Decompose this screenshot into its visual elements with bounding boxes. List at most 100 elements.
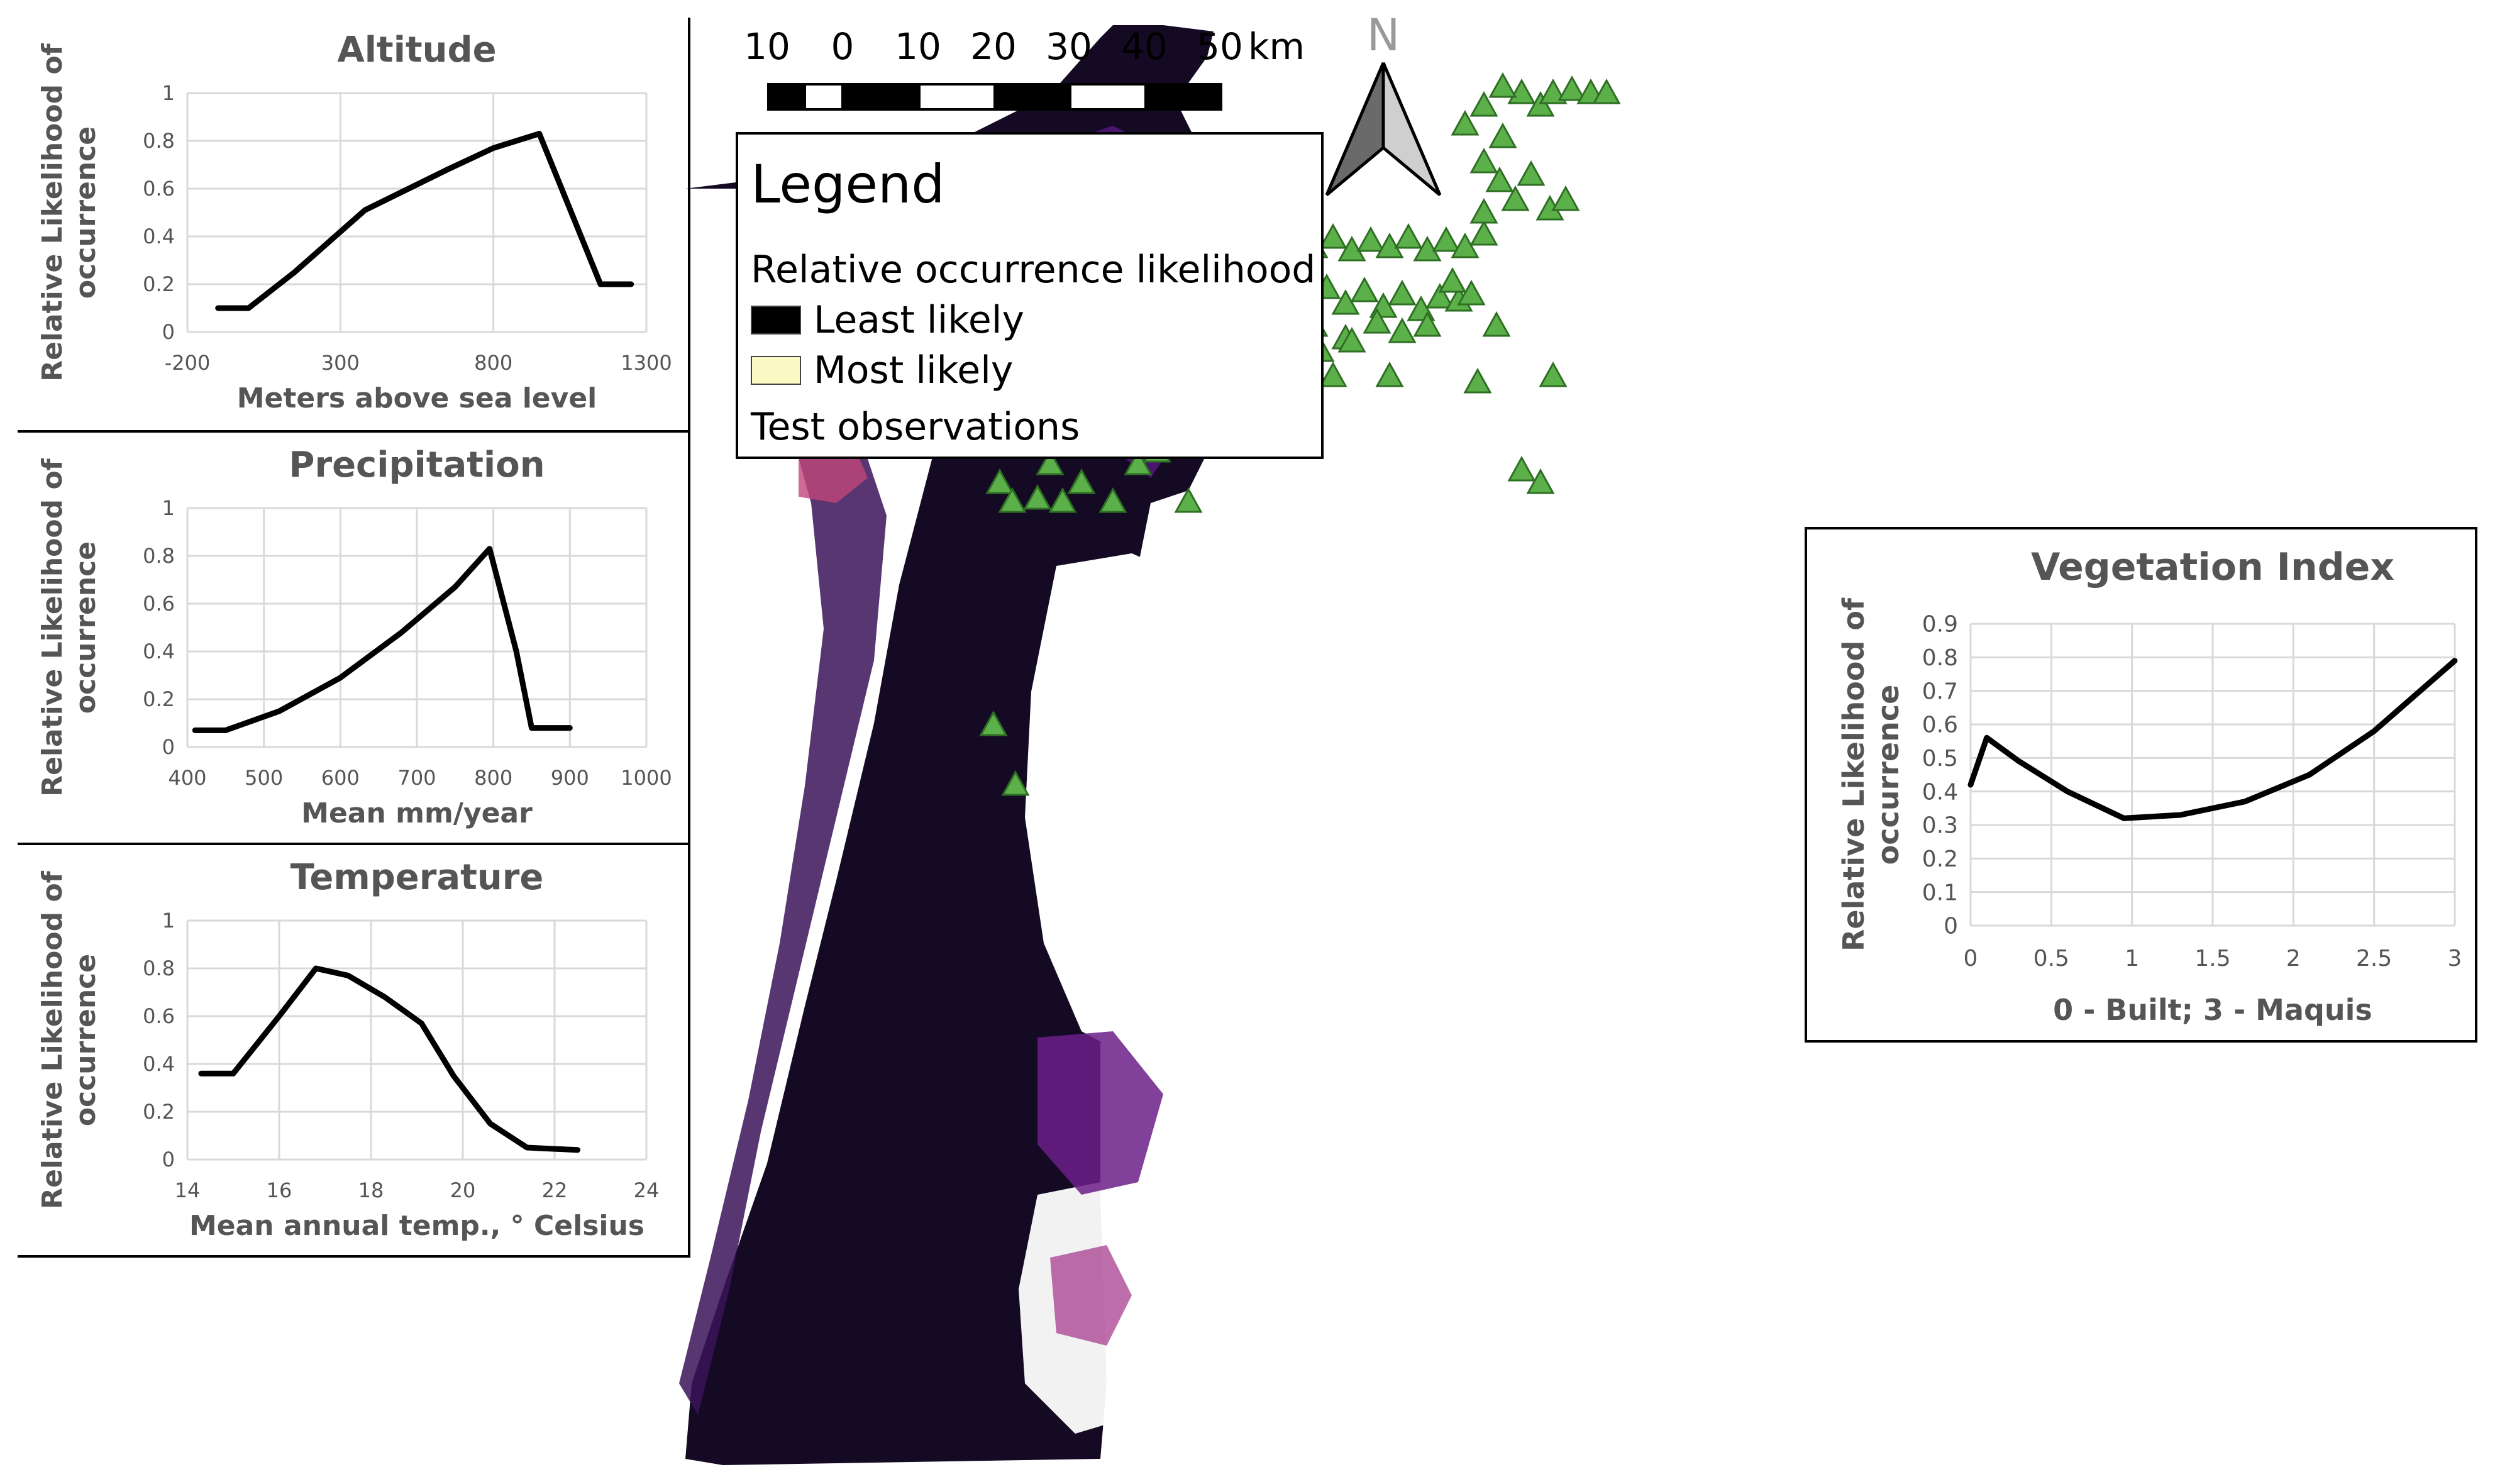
test-observation-marker [1363,307,1391,334]
x-tick-label: 14 [175,1178,201,1202]
test-observation-marker [1457,279,1486,306]
y-tick-label: 0.9 [1922,612,1958,638]
y-tick-label: 0.2 [143,687,175,711]
y-tick-label: 1 [162,81,175,105]
test-observation-marker [1067,468,1096,494]
test-observation-marker [1469,147,1498,174]
test-observation-marker [1488,122,1517,148]
y-axis-title: occurrence [1871,685,1905,865]
y-tick-label: 0.8 [143,544,175,568]
legend-swatch-least [751,306,801,335]
x-tick-label: 16 [267,1178,292,1202]
test-observation-marker [1388,279,1417,306]
north-label: N [1367,13,1400,61]
x-tick-label: 1300 [621,351,672,375]
test-observation-marker [1331,289,1360,315]
test-observation-marker [1526,468,1555,494]
map-region-nodata [1025,553,1251,1069]
y-tick-label: 0 [1944,914,1958,939]
map-region-purple-west [679,390,887,1415]
test-observation-marker [1539,78,1568,104]
test-observation-marker [1432,226,1461,252]
test-observation-marker [1517,160,1546,186]
x-tick-label: 1000 [621,766,672,790]
y-tick-label: 1 [162,909,175,933]
scale-segment [841,83,921,111]
map-legend: Legend Relative occurrence likelihood Le… [736,132,1324,459]
test-observation-marker [1001,770,1030,796]
scale-segment [918,83,996,111]
y-tick-label: 0.7 [1922,678,1958,704]
test-observation-marker [1451,109,1480,136]
x-axis-title: Mean mm/year [301,797,533,829]
chart-title: Altitude [337,30,496,70]
test-observation-marker [1557,75,1586,101]
y-axis-title: Relative Likelihood of [36,43,69,381]
chart-title: Precipitation [289,445,545,485]
scale-label-1: 0 [831,25,855,68]
test-observation-marker [1463,367,1492,394]
x-tick-label: 2.5 [2356,946,2392,972]
y-tick-label: 0.2 [1922,846,1958,872]
vegetation-chart-panel: Vegetation Index 0 0.1 0.2 0.3 0.4 0.5 0.6 0.7 0.… [1805,527,2477,1043]
y-tick-label: 0.4 [143,640,175,663]
y-axis-title: Relative Likelihood of [36,870,69,1209]
north-arrow-icon: N [1325,13,1442,196]
test-observation-marker [1592,78,1621,104]
x-tick-label: 400 [168,766,206,790]
scale-segment [993,83,1071,111]
y-tick-label: 0.8 [143,956,175,980]
test-observation-marker [1469,197,1498,224]
test-observation-marker [1551,185,1580,211]
y-tick-label: 0.6 [1922,712,1958,738]
x-tick-label: -200 [165,351,211,375]
north-arrow-left-half [1325,62,1385,196]
x-axis-title: Mean annual temp., ° Celsius [189,1210,644,1242]
north-arrow-right-half [1381,62,1442,196]
scale-label-3: 20 [970,25,1017,68]
legend-test-observations: Test observations [751,405,1080,449]
x-tick-label: 500 [245,766,283,790]
chart-title: Vegetation Index [2031,545,2394,589]
test-observation-marker [1501,185,1530,211]
test-observation-marker [1526,91,1555,117]
altitude-chart: Altitude 0 0.2 0.4 0.6 0.8 1 -200 300 800 1300 Mete… [36,30,672,414]
test-observation-marker [1507,455,1536,482]
test-observation-marker [1023,484,1052,510]
y-tick-label: 0.1 [1922,880,1958,905]
x-tick-label: 300 [321,351,360,375]
test-observation-marker [1539,361,1568,387]
scale-bar: 10 0 10 20 30 40 50 km [742,25,1308,119]
x-tick-label: 24 [634,1178,660,1202]
test-observation-marker [1350,276,1379,302]
y-tick-label: 0 [162,1148,175,1171]
x-tick-label: 0 [1964,946,1978,972]
y-tick-label: 0.2 [143,1100,175,1124]
test-observation-marker [1485,166,1514,192]
vegetation-chart: Vegetation Index 0 0.1 0.2 0.3 0.4 0.5 0.6 0.7 0.… [1837,545,2462,1027]
response-curve [215,131,634,311]
y-axis-title: occurrence [70,541,102,714]
test-observation-marker [1124,449,1153,475]
test-observation-marker [1469,219,1498,246]
scale-segment [804,83,844,111]
y-axis-title: occurrence [70,126,102,299]
y-axis-title: occurrence [70,954,102,1126]
x-tick-label: 0.5 [2033,946,2069,972]
test-observation-marker [1375,361,1404,387]
x-tick-label: 3 [2448,946,2462,972]
legend-most-label: Most likely [814,348,1014,392]
x-tick-label: 18 [358,1178,384,1202]
x-axis-title: 0 - Built; 3 - Maquis [2053,993,2372,1027]
scale-unit: km [1248,25,1305,68]
test-observation-marker [985,468,1014,494]
scale-label-4: 30 [1046,25,1092,68]
x-tick-label: 22 [542,1178,568,1202]
test-observation-marker [1469,91,1498,117]
y-tick-label: 0.8 [143,129,175,153]
y-tick-label: 0.6 [143,592,175,616]
y-tick-label: 0.8 [1922,645,1958,671]
test-observation-marker [1337,326,1366,353]
test-observation-marker [1394,223,1423,249]
test-observation-marker [979,710,1008,736]
